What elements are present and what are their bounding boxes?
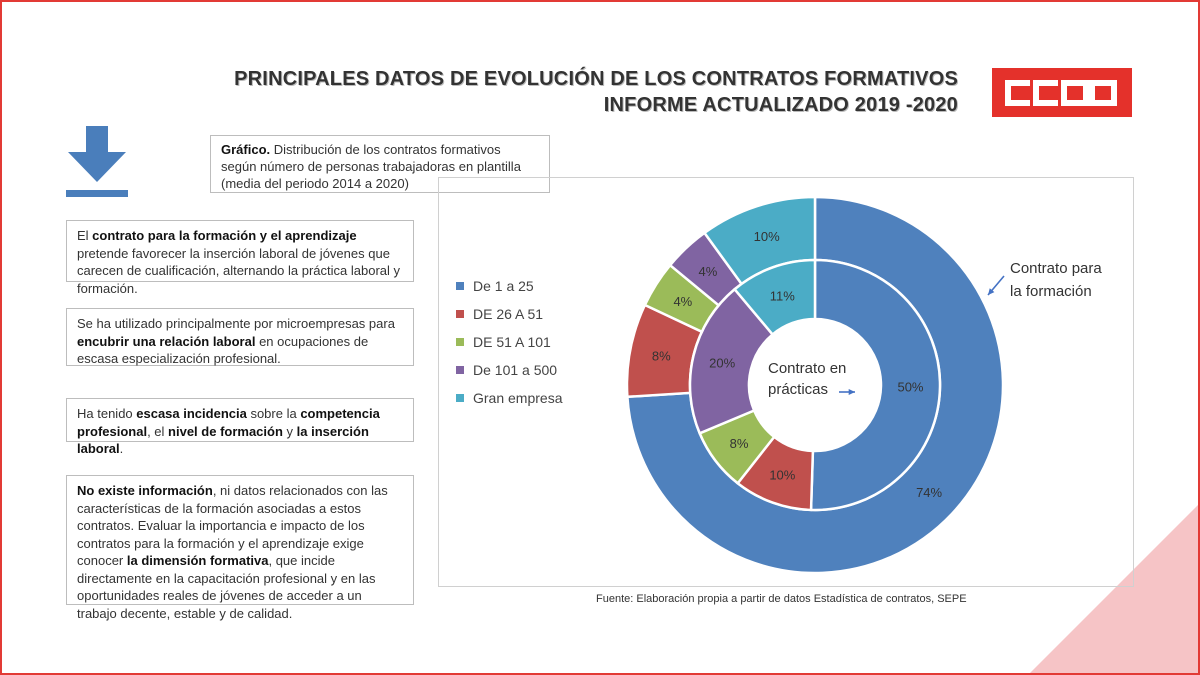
chart-caption: Gráfico. Distribución de los contratos f… [210,135,550,193]
legend-item: De 1 a 25 [456,272,562,300]
panel-text: sobre la [246,406,301,421]
legend-swatch [456,338,464,346]
caption-text: Distribución de los contratos formativos… [221,142,521,191]
title-line-2: INFORME ACTUALIZADO 2019 -2020 [603,94,958,116]
info-panel-incidencia: Ha tenido escasa incidencia sobre la com… [66,398,414,456]
annotation-inner-line1: Contrato en [768,360,846,377]
annotation-outer-line1: Contrato para [1010,260,1102,277]
panel-emphasis: encubrir una relación laboral [77,333,256,349]
legend-label: De 101 a 500 [473,362,558,378]
slice-data-label: 20% [709,355,735,370]
legend-label: DE 26 A 51 [473,306,544,322]
panel-emphasis: No existe información [77,483,213,498]
info-panel-formacion: El contrato para la formación y el apren… [66,220,414,296]
annotation-outer-arrow [987,275,1005,296]
slice-data-label: 4% [673,294,692,309]
info-panel-microempresas: Se ha utilizado principalmente por micro… [66,308,414,366]
slice-data-label: 74% [916,485,942,500]
page-title: PRINCIPALES DATOS DE EVOLUCIÓN DE LOS CO… [234,66,958,118]
donut-slice-inner [732,258,817,337]
panel-text: Ha tenido [77,406,137,421]
panel-emphasis: la dimensión formativa [126,553,269,568]
chart-legend: De 1 a 25 DE 26 A 51 DE 51 A 101 De 101 a 5… [456,272,562,412]
caption-label: Gráfico. [221,142,271,157]
annotation-inner-arrow [839,388,855,396]
panel-emphasis: nivel de formación [168,423,283,439]
legend-swatch [456,282,464,290]
panel-text: pretende favorecer la inserción laboral … [77,245,401,296]
corner-decoration [1030,505,1198,673]
donut-slice-inner [809,258,942,512]
panel-emphasis: escasa incidencia [136,406,247,421]
ccoo-logo [992,68,1132,117]
source-note: Fuente: Elaboración propia a partir de d… [596,593,967,605]
legend-label: Gran empresa [473,390,563,406]
panel-text: . [119,441,124,456]
panel-text: Se ha utilizado principalmente por micro… [77,316,395,331]
annotation-inner-line2: prácticas [768,381,828,398]
legend-item: DE 26 A 51 [456,300,562,328]
legend-label: DE 51 A 101 [473,334,551,350]
donut-slice-inner [688,287,775,435]
panel-text: , ni datos relacionados con las caracter… [77,483,388,568]
panel-emphasis: competencia profesional [77,406,380,439]
panel-text: en ocupaciones de escasa especialización… [77,333,369,367]
slice-data-label: 11% [770,288,795,303]
slice-data-label: 8% [730,436,749,451]
legend-item: DE 51 A 101 [456,328,562,356]
download-arrow-icon [66,126,130,205]
panel-emphasis: la inserción laboral [77,423,369,457]
panel-text: El [77,228,93,243]
slice-data-label: 10% [754,229,780,244]
slice-data-label: 8% [652,349,671,364]
panel-emphasis: contrato para la formación y el aprendiz… [92,228,357,243]
panel-text: y [282,423,297,439]
legend-swatch [456,310,464,318]
panel-text: , el [147,423,169,439]
legend-swatch [456,366,464,374]
panel-text: , que incide directamente en la capacita… [77,553,376,621]
slice-data-label: 10% [769,468,795,483]
legend-item: Gran empresa [456,384,562,412]
legend-item: De 101 a 500 [456,356,562,384]
title-line-1: PRINCIPALES DATOS DE EVOLUCIÓN DE LOS CO… [234,68,958,90]
slice-data-label: 4% [698,264,717,279]
legend-swatch [456,394,464,402]
info-panel-informacion: No existe información, ni datos relacion… [66,475,414,621]
annotation-outer-line2: la formación [1010,283,1092,300]
chart-area [438,177,1134,587]
legend-label: De 1 a 25 [473,278,534,294]
slice-data-label: 50% [897,380,923,395]
